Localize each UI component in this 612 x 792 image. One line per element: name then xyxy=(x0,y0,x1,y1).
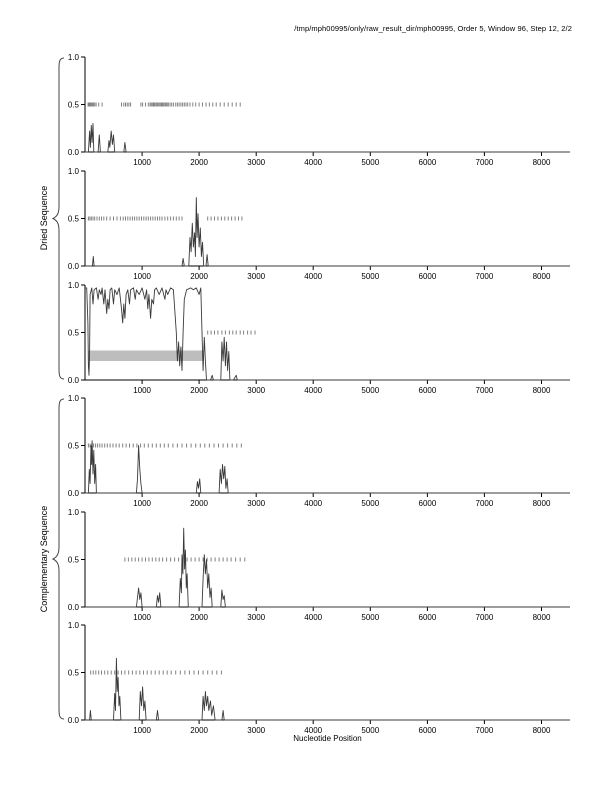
group-label-complementary-sequence: Complementary Sequence xyxy=(39,505,49,613)
svg-text:1000: 1000 xyxy=(133,386,151,395)
svg-text:5000: 5000 xyxy=(361,158,379,167)
svg-text:8000: 8000 xyxy=(533,386,551,395)
svg-text:3000: 3000 xyxy=(247,386,265,395)
panel-plot-complementary-1: 0.0 0.5 1.0 1000 2000 3000 4000 5000 6000 7000 800… xyxy=(68,394,570,508)
svg-text:1.0: 1.0 xyxy=(68,508,80,517)
panel-plot-dried-3: 0.0 0.5 1.0 1000 2000 3000 4000 5000 6000 7000 800… xyxy=(68,281,570,395)
svg-text:8000: 8000 xyxy=(533,272,551,281)
svg-text:0.5: 0.5 xyxy=(68,329,80,338)
group-label-dried-sequence: Dried Sequence xyxy=(39,185,49,251)
highlight-band xyxy=(87,350,204,361)
svg-text:4000: 4000 xyxy=(304,158,322,167)
svg-text:1.0: 1.0 xyxy=(68,621,80,630)
svg-text:7000: 7000 xyxy=(476,499,494,508)
svg-text:8000: 8000 xyxy=(533,499,551,508)
svg-text:1000: 1000 xyxy=(133,158,151,167)
svg-text:3000: 3000 xyxy=(247,272,265,281)
svg-text:5000: 5000 xyxy=(361,386,379,395)
x-axis-label: Nucleotide Position xyxy=(293,734,362,743)
svg-text:5000: 5000 xyxy=(361,499,379,508)
svg-text:1.0: 1.0 xyxy=(68,281,80,290)
panel-plot-dried-2: 0.0 0.5 1.0 1000 2000 3000 4000 5000 6000 7000 800… xyxy=(68,167,570,281)
svg-text:0.0: 0.0 xyxy=(68,603,80,612)
probability-curve xyxy=(85,440,570,494)
panel-plot-complementary-2: 0.0 0.5 1.0 1000 2000 3000 4000 5000 6000 7000 800… xyxy=(68,508,570,622)
svg-text:7000: 7000 xyxy=(476,726,494,735)
svg-text:0.0: 0.0 xyxy=(68,262,80,271)
svg-text:1000: 1000 xyxy=(133,726,151,735)
svg-text:5000: 5000 xyxy=(361,272,379,281)
svg-text:4000: 4000 xyxy=(304,613,322,622)
svg-text:6000: 6000 xyxy=(419,272,437,281)
svg-text:0.0: 0.0 xyxy=(68,489,80,498)
svg-text:0.0: 0.0 xyxy=(68,376,80,385)
svg-text:2000: 2000 xyxy=(190,158,208,167)
panel-plot-dried-1: 0.0 0.5 1.0 1000 2000 3000 4000 5000 6000 7000 800… xyxy=(68,53,570,167)
svg-text:2000: 2000 xyxy=(190,499,208,508)
svg-text:3000: 3000 xyxy=(247,158,265,167)
svg-text:3000: 3000 xyxy=(247,499,265,508)
svg-text:2000: 2000 xyxy=(190,272,208,281)
svg-text:8000: 8000 xyxy=(533,613,551,622)
svg-text:4000: 4000 xyxy=(304,386,322,395)
svg-text:0.5: 0.5 xyxy=(68,215,80,224)
svg-text:1000: 1000 xyxy=(133,272,151,281)
svg-text:7000: 7000 xyxy=(476,386,494,395)
svg-text:0.0: 0.0 xyxy=(68,716,80,725)
svg-text:7000: 7000 xyxy=(476,158,494,167)
probability-curve xyxy=(85,197,570,267)
svg-text:1.0: 1.0 xyxy=(68,53,80,62)
svg-text:6000: 6000 xyxy=(419,158,437,167)
complementary-group-brace-icon xyxy=(51,398,65,720)
svg-text:4000: 4000 xyxy=(304,499,322,508)
svg-text:1000: 1000 xyxy=(133,499,151,508)
svg-text:4000: 4000 xyxy=(304,272,322,281)
svg-text:7000: 7000 xyxy=(476,613,494,622)
svg-text:1000: 1000 xyxy=(133,613,151,622)
svg-text:6000: 6000 xyxy=(419,499,437,508)
svg-text:3000: 3000 xyxy=(247,613,265,622)
dried-group-brace-icon xyxy=(51,57,65,380)
svg-text:3000: 3000 xyxy=(247,726,265,735)
svg-text:1.0: 1.0 xyxy=(68,394,80,403)
probability-curve xyxy=(85,123,570,153)
svg-text:1.0: 1.0 xyxy=(68,167,80,176)
probability-curve xyxy=(85,287,570,381)
svg-text:2000: 2000 xyxy=(190,613,208,622)
svg-text:5000: 5000 xyxy=(361,613,379,622)
svg-text:0.5: 0.5 xyxy=(68,669,80,678)
plot-title: /tmp/mph00995/only/raw_result_dir/mph009… xyxy=(294,24,572,33)
svg-text:6000: 6000 xyxy=(419,726,437,735)
svg-text:5000: 5000 xyxy=(361,726,379,735)
svg-text:2000: 2000 xyxy=(190,386,208,395)
panel-plot-complementary-3: 0.0 0.5 1.0 1000 2000 3000 4000 5000 6000 7000 800… xyxy=(68,621,570,735)
probability-curve xyxy=(85,527,570,608)
svg-text:6000: 6000 xyxy=(419,386,437,395)
svg-text:0.5: 0.5 xyxy=(68,556,80,565)
svg-text:6000: 6000 xyxy=(419,613,437,622)
svg-text:2000: 2000 xyxy=(190,726,208,735)
svg-text:4000: 4000 xyxy=(304,726,322,735)
svg-text:0.5: 0.5 xyxy=(68,101,80,110)
svg-text:0.0: 0.0 xyxy=(68,148,80,157)
svg-text:8000: 8000 xyxy=(533,158,551,167)
svg-text:7000: 7000 xyxy=(476,272,494,281)
probability-curve xyxy=(85,657,570,721)
svg-text:8000: 8000 xyxy=(533,726,551,735)
svg-text:0.5: 0.5 xyxy=(68,442,80,451)
